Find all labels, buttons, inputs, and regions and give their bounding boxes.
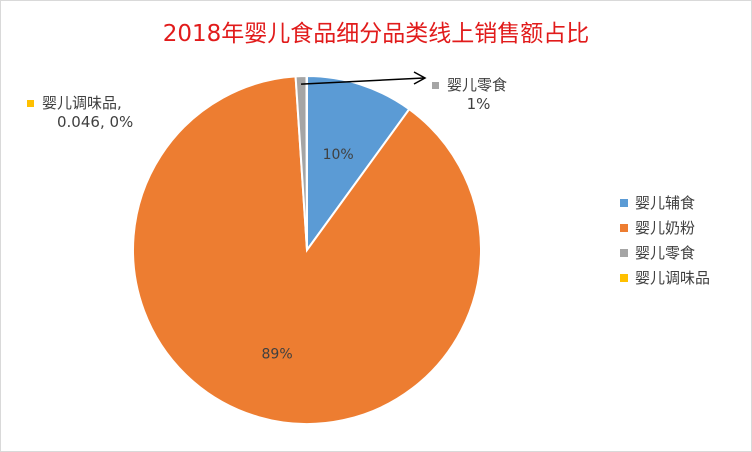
legend-label: 婴儿辅食	[635, 194, 696, 212]
pie-slice-1	[132, 75, 483, 425]
legend-label: 婴儿调味品	[635, 269, 711, 287]
legend-item-snacks: 婴儿零食	[620, 240, 710, 265]
snack-leader-line	[300, 77, 425, 85]
legend-item-seasoning: 婴儿调味品	[620, 265, 710, 290]
snack-leader-arrowhead	[413, 71, 427, 85]
legend-item-complementary-food: 婴儿辅食	[620, 190, 710, 215]
snack-external-label: 婴儿零食 1%	[432, 74, 507, 113]
pie-data-label-0: 10%	[323, 147, 354, 163]
legend: 婴儿辅食 婴儿奶粉 婴儿零食 婴儿调味品	[620, 190, 710, 290]
seasoning-marker-icon	[27, 100, 34, 107]
snack-label-name: 婴儿零食	[447, 76, 508, 94]
legend-swatch	[620, 248, 628, 257]
legend-label: 婴儿奶粉	[635, 219, 696, 237]
seasoning-label-name: 婴儿调味品,	[42, 94, 122, 112]
legend-swatch	[620, 223, 628, 232]
legend-label: 婴儿零食	[635, 244, 696, 262]
pie-slice-3	[305, 74, 308, 251]
snack-marker-icon	[432, 82, 439, 89]
chart-title: 2018年婴儿食品细分品类线上销售额占比	[162, 21, 590, 47]
pie-data-label-1: 89%	[262, 347, 293, 363]
seasoning-label-value: 0.046, 0%	[57, 113, 134, 131]
legend-swatch	[620, 273, 628, 282]
legend-item-formula: 婴儿奶粉	[620, 215, 710, 240]
legend-swatch	[620, 198, 628, 207]
seasoning-external-label: 婴儿调味品, 0.046, 0%	[27, 92, 133, 131]
pie-slice-0	[306, 74, 411, 254]
snack-label-value: 1%	[466, 95, 491, 113]
